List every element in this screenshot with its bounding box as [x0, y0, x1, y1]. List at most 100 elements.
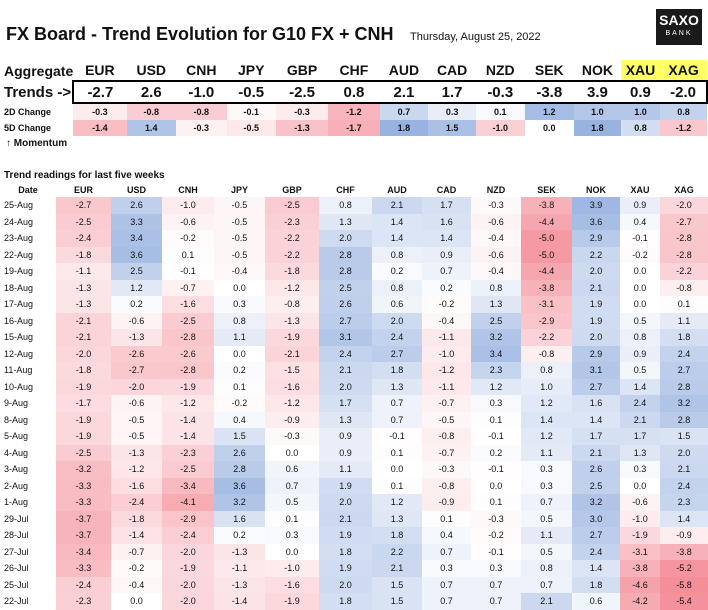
value-cell: 1.5: [214, 428, 265, 445]
value-cell: 2.1: [372, 197, 422, 214]
value-cell: 0.8: [372, 246, 422, 263]
value-cell: 0.8: [372, 279, 422, 296]
trends-row: Trends -> -2.7 2.6 -1.0 -0.5 -2.5 0.8 2.1 1.7 -0…: [0, 80, 708, 104]
value-cell: -2.0: [162, 543, 214, 560]
value-cell: 0.1: [471, 411, 521, 428]
value-cell: -0.9: [660, 527, 708, 544]
value-cell: 1.2: [471, 378, 521, 395]
aggregate-table: Aggregate EUR USD CNH JPY GBP CHF AUD CAD NZD SEK…: [0, 60, 708, 136]
currency-header-chf: CHF: [339, 62, 369, 78]
value-cell: 1.6: [572, 395, 620, 412]
value-cell: 1.0: [521, 378, 572, 395]
value-cell: -0.5: [111, 428, 162, 445]
value-cell: 0.4: [422, 527, 471, 544]
change-2d-jpy: -0.1: [226, 103, 276, 120]
value-cell: 0.6: [372, 296, 422, 313]
change-2d-usd: -0.8: [126, 103, 177, 120]
value-cell: -0.7: [422, 395, 471, 412]
trend-value-xag: -2.0: [660, 80, 708, 104]
value-cell: 0.1: [372, 444, 422, 461]
value-cell: 1.4: [372, 213, 422, 230]
column-header-nzd: NZD: [486, 185, 506, 195]
change-2d-row: 2D Change -0.3 -0.8 -0.8 -0.1 -0.3 -1.2 0.7 0.3…: [0, 103, 707, 120]
value-cell: -1.4: [162, 411, 214, 428]
value-cell: -0.7: [162, 279, 214, 296]
table-row: 4-Aug -2.5 -1.3 -2.3 2.6 0.0 0.9 0.1 -0.7 0.2 1.1 2…: [0, 444, 708, 461]
value-cell: -2.7: [111, 362, 162, 379]
value-cell: 1.1: [521, 527, 572, 544]
value-cell: 2.0: [319, 378, 372, 395]
column-header-gbp: GBP: [282, 185, 302, 195]
date-cell: 12-Aug: [4, 348, 34, 359]
value-cell: -2.8: [660, 246, 708, 263]
date-cell: 19-Aug: [4, 266, 34, 277]
value-cell: -2.3: [162, 444, 214, 461]
value-cell: -1.8: [265, 263, 319, 280]
value-cell: -1.3: [214, 543, 265, 560]
value-cell: 1.2: [372, 494, 422, 511]
value-cell: -1.0: [422, 345, 471, 362]
date-cell: 1-Aug: [4, 497, 29, 508]
value-cell: 0.7: [471, 576, 521, 593]
value-cell: -1.1: [422, 329, 471, 346]
value-cell: 0.3: [422, 560, 471, 577]
value-cell: 1.1: [214, 329, 265, 346]
value-cell: 2.1: [660, 461, 708, 478]
table-row: 3-Aug -3.2 -1.2 -2.5 2.8 0.6 1.1 0.0 -0.3 -0.1 0.3…: [0, 461, 708, 478]
value-cell: 3.2: [660, 395, 708, 412]
value-cell: 2.5: [471, 312, 521, 329]
value-cell: -0.4: [214, 263, 265, 280]
value-cell: -2.4: [111, 494, 162, 511]
value-cell: -2.5: [265, 197, 319, 214]
value-cell: 1.4: [620, 378, 660, 395]
value-cell: -1.6: [111, 477, 162, 494]
value-cell: -1.9: [620, 527, 660, 544]
date-header: Date: [18, 185, 38, 195]
change-5d-label: 5D Change: [4, 123, 52, 133]
value-cell: 0.3: [521, 477, 572, 494]
value-cell: -0.4: [471, 263, 521, 280]
change-2d-eur: -0.3: [73, 103, 127, 120]
value-cell: -3.2: [56, 461, 111, 478]
value-cell: 2.0: [572, 329, 620, 346]
value-cell: -0.5: [214, 197, 265, 214]
value-cell: -0.3: [471, 510, 521, 527]
trend-value-nok: 3.9: [574, 80, 621, 104]
value-cell: -2.3: [56, 593, 111, 610]
value-cell: 0.9: [422, 246, 471, 263]
value-cell: -1.2: [162, 395, 214, 412]
logo-line2: BANK: [665, 30, 693, 37]
value-cell: -1.1: [214, 560, 265, 577]
value-cell: -3.8: [660, 543, 708, 560]
value-cell: 0.7: [265, 477, 319, 494]
momentum-label: ↑ Momentum: [6, 138, 68, 149]
value-cell: 3.4: [471, 345, 521, 362]
trend-value-jpy: -0.5: [226, 80, 276, 104]
value-cell: 1.8: [660, 329, 708, 346]
value-cell: 0.0: [620, 477, 660, 494]
value-cell: -1.9: [162, 378, 214, 395]
value-cell: 2.5: [572, 477, 620, 494]
value-cell: 2.0: [319, 230, 372, 247]
value-cell: 0.2: [214, 527, 265, 544]
value-cell: -0.5: [422, 411, 471, 428]
value-cell: 2.2: [572, 246, 620, 263]
table-row: 12-Aug -2.0 -2.6 -2.6 0.0 -2.1 2.4 2.7 -1.0 3.4 -0…: [0, 345, 708, 362]
change-5d-xag: -1.2: [660, 120, 707, 136]
value-cell: 3.1: [319, 329, 372, 346]
value-cell: 0.2: [214, 362, 265, 379]
value-cell: -2.7: [56, 197, 111, 214]
value-cell: -0.4: [471, 230, 521, 247]
value-cell: -1.3: [214, 576, 265, 593]
value-cell: -2.7: [660, 213, 708, 230]
table-row: 29-Jul -3.7 -1.8 -2.9 1.6 0.1 2.1 1.3 0.1 -0.3 0.5…: [0, 510, 708, 527]
table-row: 9-Aug -1.7 -0.6 -1.2 -0.2 -1.2 1.7 0.7 -0.7 0.3 1.…: [0, 395, 708, 412]
value-cell: -0.8: [660, 279, 708, 296]
currency-header-sek: SEK: [534, 62, 564, 78]
value-cell: -0.7: [422, 444, 471, 461]
value-cell: 0.0: [214, 279, 265, 296]
value-cell: -4.6: [620, 576, 660, 593]
value-cell: 3.1: [572, 362, 620, 379]
value-cell: -0.5: [111, 411, 162, 428]
value-cell: -0.2: [214, 395, 265, 412]
